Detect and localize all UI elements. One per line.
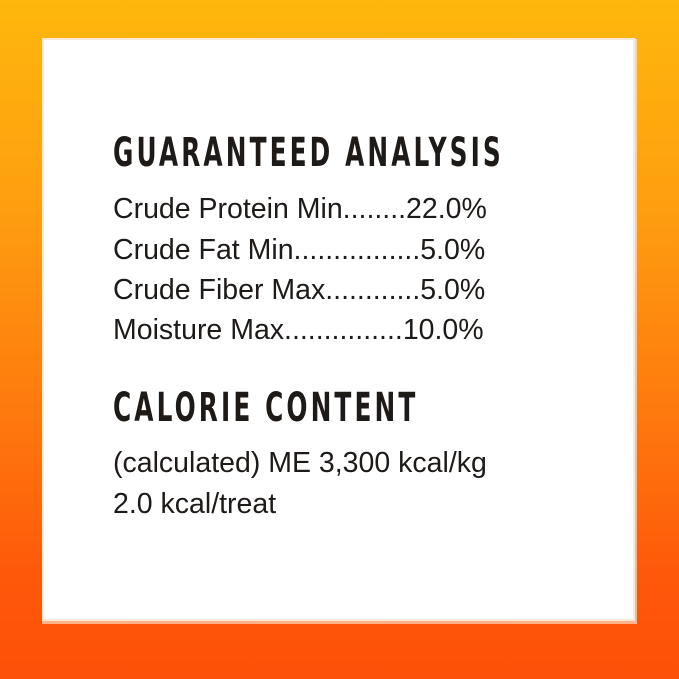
info-card xyxy=(44,40,633,619)
analysis-row-protein: Crude Protein Min........22.0% xyxy=(113,193,487,225)
guaranteed-analysis-heading: GUARANTEED ANALYSIS xyxy=(113,130,504,176)
analysis-row-moisture: Moisture Max...............10.0% xyxy=(113,314,484,346)
analysis-row-fat: Crude Fat Min................5.0% xyxy=(113,234,486,266)
calorie-content-heading: CALORIE CONTENT xyxy=(113,385,419,431)
analysis-row-fiber: Crude Fiber Max............5.0% xyxy=(113,274,486,306)
calorie-line-me: (calculated) ME 3,300 kcal/kg xyxy=(113,447,487,479)
calorie-line-per-treat: 2.0 kcal/treat xyxy=(113,488,277,520)
